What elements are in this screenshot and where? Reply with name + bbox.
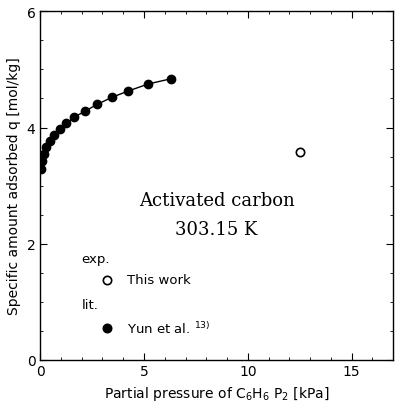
Text: Activated carbon: Activated carbon: [139, 191, 294, 209]
Text: lit.: lit.: [82, 298, 99, 311]
Text: exp.: exp.: [82, 252, 110, 265]
Y-axis label: Specific amount adsorbed q [mol/kg]: Specific amount adsorbed q [mol/kg]: [7, 58, 21, 315]
X-axis label: Partial pressure of C$_6$H$_6$ P$_2$ [kPa]: Partial pressure of C$_6$H$_6$ P$_2$ [kP…: [104, 384, 329, 402]
Text: 303.15 K: 303.15 K: [176, 220, 258, 238]
Text: Yun et al. $^{13)}$: Yun et al. $^{13)}$: [128, 320, 211, 336]
Text: This work: This work: [128, 273, 191, 286]
